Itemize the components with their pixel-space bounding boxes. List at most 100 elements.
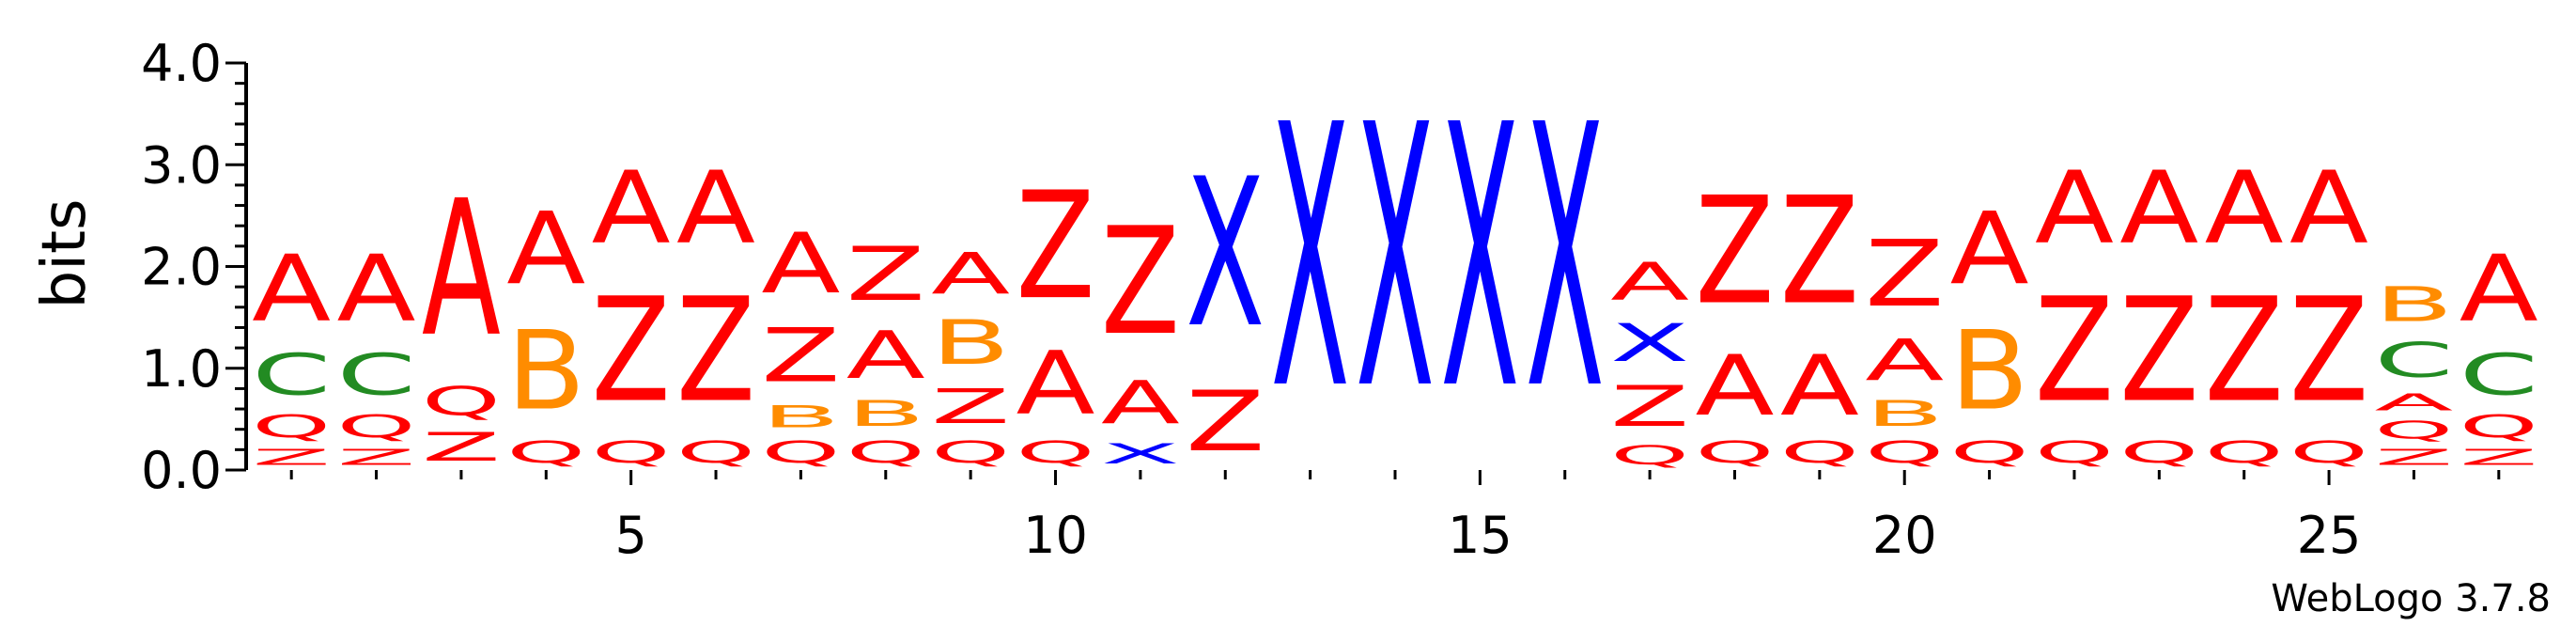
glyph-A: A bbox=[761, 216, 840, 312]
glyph-A: A bbox=[2205, 150, 2284, 267]
logo-column-5: QZA bbox=[592, 150, 671, 470]
y-tick-label: 2.0 bbox=[141, 238, 222, 297]
glyph-B: B bbox=[931, 308, 1010, 379]
glyph-A: A bbox=[422, 161, 501, 378]
logo-column-19: QAZ bbox=[1780, 166, 1859, 470]
glyph-Z: Z bbox=[1016, 161, 1094, 333]
glyph-Z: Z bbox=[422, 424, 501, 470]
glyph-Z: Z bbox=[592, 266, 671, 434]
glyph-Q: Q bbox=[1865, 434, 1944, 470]
logo-column-22: QZA bbox=[2035, 150, 2114, 470]
glyph-Q: Q bbox=[761, 434, 840, 470]
glyph-X: X bbox=[1101, 438, 1180, 471]
logo-column-18: QAZ bbox=[1695, 166, 1774, 470]
glyph-B: B bbox=[1950, 308, 2029, 435]
logo-column-3: ZQA bbox=[422, 161, 501, 470]
x-tick-label: 20 bbox=[1872, 506, 1937, 565]
x-tick-label: 5 bbox=[614, 506, 646, 565]
glyph-A: A bbox=[2374, 389, 2453, 416]
glyph-A: A bbox=[1101, 368, 1180, 437]
glyph-Z: Z bbox=[1186, 374, 1265, 470]
glyph-C: C bbox=[252, 343, 331, 409]
glyph-A: A bbox=[1780, 338, 1859, 434]
glyph-C: C bbox=[2460, 343, 2538, 409]
logo-column-10: QAZ bbox=[1016, 161, 1094, 470]
glyph-Q: Q bbox=[676, 434, 755, 470]
glyph-Q: Q bbox=[2119, 434, 2198, 470]
glyph-Q: Q bbox=[2289, 434, 2368, 470]
x-tick-label: 15 bbox=[1448, 506, 1513, 565]
glyph-A: A bbox=[1950, 191, 2029, 307]
glyph-A: A bbox=[1865, 327, 1944, 393]
glyph-B: B bbox=[506, 308, 585, 435]
glyph-Q: Q bbox=[2205, 434, 2284, 470]
glyph-A: A bbox=[676, 150, 755, 267]
y-axis-label: bits bbox=[30, 199, 100, 309]
glyph-X: X bbox=[1356, 49, 1435, 469]
y-tick-label: 3.0 bbox=[141, 135, 222, 195]
glyph-Q: Q bbox=[2035, 434, 2114, 470]
glyph-Z: Z bbox=[1780, 166, 1859, 338]
logo-column-15: X bbox=[1440, 49, 1519, 469]
logo-column-13: X bbox=[1271, 49, 1350, 469]
glyph-X: X bbox=[1610, 313, 1689, 373]
glyph-C: C bbox=[337, 343, 416, 409]
glyph-Q: Q bbox=[337, 408, 416, 445]
glyph-B: B bbox=[846, 394, 925, 434]
glyph-Q: Q bbox=[422, 379, 501, 424]
glyph-A: A bbox=[252, 236, 331, 342]
glyph-X: X bbox=[1186, 134, 1265, 373]
glyph-Z: Z bbox=[846, 231, 925, 318]
y-axis: 0.0 1.0 2.0 3.0 4.0 bbox=[141, 34, 248, 500]
glyph-Z: Z bbox=[2119, 266, 2198, 434]
glyph-Z: Z bbox=[2205, 266, 2284, 434]
glyph-Z: Z bbox=[1101, 196, 1180, 368]
glyph-Z: Z bbox=[252, 445, 331, 470]
glyph-A: A bbox=[846, 317, 925, 393]
x-tick-label: 10 bbox=[1023, 506, 1088, 565]
glyph-A: A bbox=[337, 236, 416, 342]
glyph-A: A bbox=[2119, 150, 2198, 267]
x-axis: 5 10 15 20 25 bbox=[289, 470, 2501, 565]
logo-glyphs: ZQCAZQCAZQAQBAQZAQZAQBZAQBAZQZBAQAZXAZZX… bbox=[252, 49, 2538, 470]
glyph-A: A bbox=[2035, 150, 2114, 267]
logo-column-11: XAZ bbox=[1101, 196, 1180, 470]
logo-column-12: ZX bbox=[1186, 134, 1265, 470]
logo-column-16: X bbox=[1526, 49, 1605, 469]
glyph-Q: Q bbox=[1610, 440, 1689, 470]
glyph-Z: Z bbox=[1610, 373, 1689, 439]
glyph-Z: Z bbox=[337, 445, 416, 470]
glyph-Z: Z bbox=[2289, 266, 2368, 434]
y-tick-label: 4.0 bbox=[141, 34, 222, 93]
glyph-A: A bbox=[1695, 338, 1774, 434]
glyph-Q: Q bbox=[1695, 434, 1774, 470]
glyph-B: B bbox=[761, 400, 840, 435]
logo-column-24: QZA bbox=[2205, 150, 2284, 470]
glyph-B: B bbox=[1865, 394, 1944, 434]
glyph-A: A bbox=[1016, 333, 1094, 434]
glyph-Q: Q bbox=[592, 434, 671, 470]
glyph-Z: Z bbox=[2035, 266, 2114, 434]
y-tick-label: 1.0 bbox=[141, 339, 222, 399]
glyph-A: A bbox=[592, 150, 671, 267]
glyph-Q: Q bbox=[1950, 434, 2029, 470]
glyph-Z: Z bbox=[931, 379, 1010, 434]
glyph-Q: Q bbox=[1016, 434, 1094, 470]
glyph-Q: Q bbox=[2460, 408, 2538, 445]
weblogo-version: WebLogo 3.7.8 bbox=[2271, 577, 2551, 620]
logo-column-23: QZA bbox=[2119, 150, 2198, 470]
glyph-A: A bbox=[2289, 150, 2368, 267]
glyph-Q: Q bbox=[931, 434, 1010, 470]
logo-column-4: QBA bbox=[506, 191, 585, 470]
glyph-Q: Q bbox=[252, 408, 331, 445]
glyph-B: B bbox=[2374, 277, 2453, 333]
